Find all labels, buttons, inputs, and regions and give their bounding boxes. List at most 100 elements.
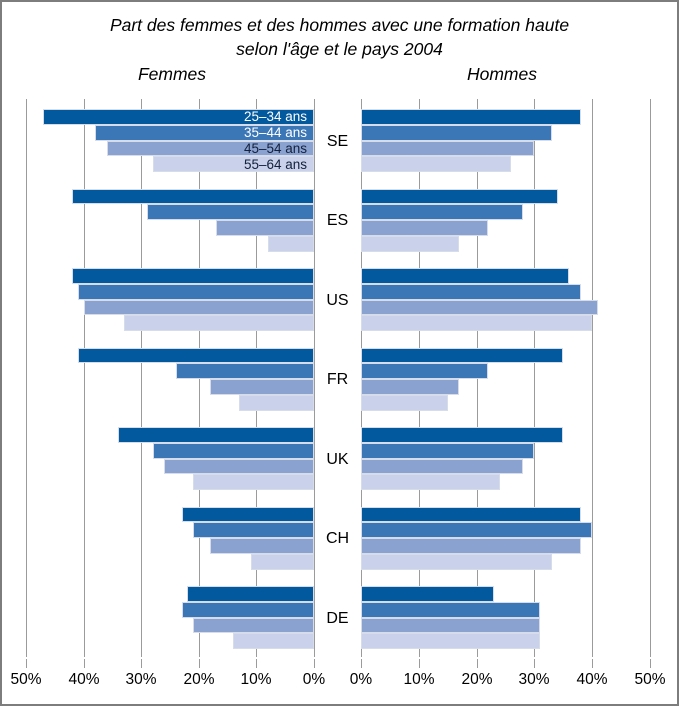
bar-hommes-FR-35–44 ans: [361, 363, 489, 380]
bar-hommes-SE-25–34 ans: [361, 109, 581, 125]
axis-tick: [256, 659, 257, 668]
bar-femmes-US-45–54 ans: [83, 299, 314, 316]
bar-hommes-US-35–44 ans: [361, 283, 581, 300]
bar-femmes-CH-55–64 ans: [250, 553, 314, 570]
bar-femmes-FR-35–44 ans: [175, 363, 314, 380]
gridline: [26, 99, 27, 657]
axis-tick: [199, 659, 200, 668]
country-label-FR: FR: [326, 371, 349, 389]
chart-title: Part des femmes et des hommes avec une f…: [2, 13, 677, 61]
bar-femmes-SE-55–64 ans: [152, 156, 314, 173]
bar-hommes-UK-55–64 ans: [361, 474, 500, 491]
bar-hommes-ES-55–64 ans: [361, 235, 460, 252]
legend-age-group-label: 45–54 ans: [243, 140, 307, 156]
chart-title-line1: Part des femmes et des hommes avec une f…: [109, 15, 570, 35]
axis-tick: [419, 659, 420, 668]
country-label-UK: UK: [326, 450, 349, 468]
axis-tick-label: 50%: [10, 671, 42, 688]
axis-tick: [361, 659, 362, 668]
chart-title-line2: selon l'âge et le pays 2004: [236, 39, 443, 59]
bar-femmes-US-25–34 ans: [72, 268, 314, 284]
bar-hommes-US-55–64 ans: [361, 315, 593, 332]
axis-tick-label: 10%: [403, 671, 435, 688]
gridline: [314, 99, 315, 657]
bar-femmes-ES-35–44 ans: [146, 204, 314, 221]
bar-femmes-ES-45–54 ans: [216, 220, 314, 236]
bar-hommes-FR-25–34 ans: [361, 347, 564, 364]
axis-tick: [592, 659, 593, 668]
bar-hommes-CH-45–54 ans: [361, 538, 581, 554]
bar-femmes-SE-35–44 ans: [95, 124, 314, 141]
plot-area: 50% 40% 30% 20% 10% 0% 25–34 ans 35–44 ans 45–54…: [2, 99, 677, 688]
axis-tick: [141, 659, 142, 668]
bar-hommes-DE-55–64 ans: [361, 633, 541, 650]
gridline: [534, 99, 535, 657]
country-label-SE: SE: [326, 132, 349, 150]
country-label-CH: CH: [325, 530, 350, 548]
country-label-ES: ES: [326, 212, 349, 230]
bar-hommes-DE-35–44 ans: [361, 601, 541, 618]
bar-hommes-CH-25–34 ans: [361, 506, 581, 523]
bar-femmes-ES-55–64 ans: [267, 235, 314, 252]
country-label-DE: DE: [326, 609, 349, 627]
bar-femmes-FR-55–64 ans: [239, 394, 314, 411]
gridline: [592, 99, 593, 657]
bar-hommes-CH-35–44 ans: [361, 522, 593, 539]
bar-femmes-FR-25–34 ans: [77, 347, 314, 364]
bar-femmes-CH-35–44 ans: [193, 522, 314, 539]
right-panel-label: Hommes: [466, 64, 537, 84]
axis-tick-label: 30%: [518, 671, 550, 688]
axis-tick-label: 40%: [68, 671, 100, 688]
bar-hommes-US-45–54 ans: [361, 299, 598, 316]
axis-tick-label: 0%: [349, 671, 373, 688]
legend-age-group-label: 55–64 ans: [243, 156, 307, 172]
bar-hommes-DE-45–54 ans: [361, 617, 541, 634]
bar-hommes-US-25–34 ans: [361, 268, 570, 284]
legend-age-group-label: 25–34 ans: [243, 109, 307, 125]
bar-femmes-FR-45–54 ans: [210, 379, 314, 395]
bar-hommes-UK-35–44 ans: [361, 442, 535, 459]
left-panel-label: Femmes: [137, 64, 207, 84]
bar-femmes-UK-25–34 ans: [118, 427, 314, 443]
gridline: [84, 99, 85, 657]
gridline: [141, 99, 142, 657]
bar-hommes-SE-35–44 ans: [361, 124, 552, 141]
femmes-panel: 50% 40% 30% 20% 10% 0% 25–34 ans 35–44 ans 45–54…: [10, 99, 325, 688]
bar-hommes-UK-45–54 ans: [361, 458, 523, 475]
bar-hommes-SE-45–54 ans: [361, 140, 535, 157]
axis-tick-label: 50%: [634, 671, 666, 688]
axis-tick: [314, 659, 315, 668]
axis-tick-label: 30%: [125, 671, 157, 688]
bar-femmes-DE-35–44 ans: [181, 601, 314, 618]
gridline: [650, 99, 651, 657]
bar-femmes-UK-55–64 ans: [193, 474, 314, 491]
axis-tick-label: 20%: [461, 671, 493, 688]
bar-hommes-UK-25–34 ans: [361, 427, 564, 443]
axis-tick: [534, 659, 535, 668]
bar-hommes-FR-45–54 ans: [361, 379, 460, 395]
bar-hommes-ES-35–44 ans: [361, 204, 523, 221]
bar-hommes-SE-55–64 ans: [361, 156, 512, 173]
bar-femmes-SE-45–54 ans: [106, 140, 314, 157]
country-label-US: US: [326, 291, 349, 309]
bar-hommes-DE-25–34 ans: [361, 586, 494, 602]
bar-femmes-US-55–64 ans: [123, 315, 314, 332]
axis-tick: [26, 659, 27, 668]
bar-hommes-ES-45–54 ans: [361, 220, 489, 236]
bar-femmes-ES-25–34 ans: [72, 188, 314, 205]
axis-tick: [84, 659, 85, 668]
hommes-panel: 0% 10% 20% 30% 40% 50%: [350, 99, 666, 688]
bar-femmes-DE-25–34 ans: [187, 586, 314, 602]
axis-tick: [477, 659, 478, 668]
bar-hommes-ES-25–34 ans: [361, 188, 558, 205]
bar-femmes-UK-45–54 ans: [164, 458, 314, 475]
bar-hommes-FR-55–64 ans: [361, 394, 448, 411]
bar-femmes-CH-45–54 ans: [210, 538, 314, 554]
axis-tick: [650, 659, 651, 668]
bar-femmes-UK-35–44 ans: [152, 442, 314, 459]
bar-femmes-CH-25–34 ans: [181, 506, 314, 523]
bar-femmes-SE-25–34 ans: [43, 109, 314, 125]
axis-tick-label: 10%: [240, 671, 272, 688]
bar-hommes-CH-55–64 ans: [361, 553, 552, 570]
